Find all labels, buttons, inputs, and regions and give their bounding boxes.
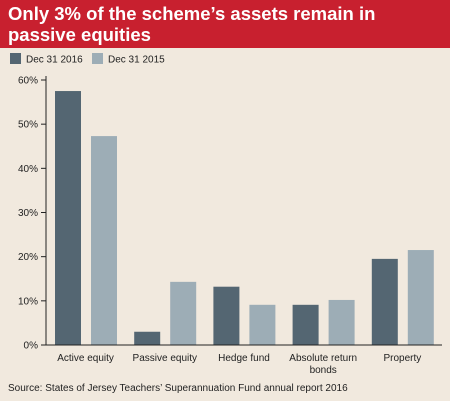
bar [292,304,319,345]
y-tick-label: 20% [18,252,38,263]
bar [55,91,81,346]
x-tick-label: Property [384,353,422,364]
y-tick-label: 30% [18,208,38,219]
x-tick-label: Absolute return [289,353,357,364]
y-tick-label: 0% [24,341,39,352]
bar [328,299,355,345]
bar [91,136,117,345]
y-tick-label: 10% [18,296,38,307]
bar [170,281,197,345]
chart-title: Only 3% of the scheme’s assets remain in… [8,3,376,45]
legend-swatch [10,53,21,64]
bar [371,258,398,345]
title-bar: Only 3% of the scheme’s assets remain in… [0,0,450,48]
bar [213,286,240,345]
bar [249,304,276,345]
y-tick-label: 40% [18,164,38,175]
bar [407,250,434,345]
legend-swatch [92,53,103,64]
x-tick-label: Active equity [57,353,114,364]
y-tick-label: 60% [18,76,38,87]
bar [134,331,161,345]
x-tick-label: Passive equity [133,353,197,364]
legend-label: Dec 31 2015 [108,55,165,66]
legend-label: Dec 31 2016 [26,55,83,66]
source-note: Source: States of Jersey Teachers’ Super… [8,383,348,394]
y-tick-label: 50% [18,120,38,131]
x-tick-label: bonds [310,365,337,376]
x-tick-label: Hedge fund [218,353,270,364]
